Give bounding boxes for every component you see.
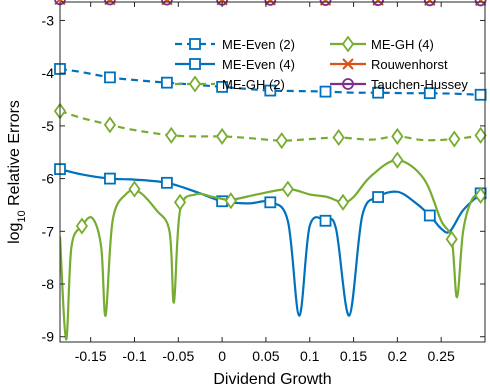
data-point-tauchen-hussey xyxy=(161,0,173,6)
legend-item-me-gh-2: ME-GH (2) xyxy=(175,75,285,93)
data-point-me-even-4 xyxy=(423,209,436,222)
data-point-me-gh-2 xyxy=(165,126,178,144)
x-axis-title: Dividend Growth xyxy=(213,371,331,388)
y-tick-label: -8 xyxy=(42,276,55,292)
y-axis-title-subscript: 10 xyxy=(16,210,28,222)
data-point-me-gh-4 xyxy=(128,180,141,198)
data-point-me-gh-4 xyxy=(445,230,458,248)
legend-label-me-even-4: ME-Even (4) xyxy=(222,57,295,72)
series-me-even-2 xyxy=(54,63,487,101)
data-point-tauchen-hussey xyxy=(423,0,436,7)
x-tick-label: 0.1 xyxy=(300,348,320,364)
legend-label-me-even-2: ME-Even (2) xyxy=(222,37,295,52)
y-axis-title-rest: Relative Errors xyxy=(6,100,23,210)
x-tick-label: 0 xyxy=(218,348,226,364)
legend-marker-me-gh-4 xyxy=(341,35,355,53)
data-point-me-gh-4 xyxy=(75,217,89,235)
plot-border xyxy=(59,1,486,343)
data-point-tauchen-hussey xyxy=(474,0,487,7)
plot-area xyxy=(53,0,487,341)
y-tick-label: -4 xyxy=(42,65,55,81)
data-point-me-gh-2 xyxy=(474,126,487,144)
legend-item-me-even-4: ME-Even (4) xyxy=(175,57,295,72)
series-line-me-gh-4 xyxy=(60,158,482,341)
x-tick-label: -0.1 xyxy=(122,348,146,364)
data-point-me-gh-4 xyxy=(336,193,350,211)
legend-item-me-even-2: ME-Even (2) xyxy=(175,37,295,52)
x-tick-label: 0.25 xyxy=(428,348,455,364)
data-point-me-even-2 xyxy=(264,84,277,97)
data-point-me-even-4 xyxy=(264,196,277,209)
data-point-me-even-2 xyxy=(423,87,436,100)
data-point-me-gh-4 xyxy=(173,193,187,211)
data-point-me-even-4 xyxy=(161,176,173,189)
data-point-me-gh-4 xyxy=(281,180,294,198)
series-me-gh-4 xyxy=(60,151,487,341)
legend-label-me-gh-2: ME-GH (2) xyxy=(222,77,285,92)
y-tick-label: -3 xyxy=(42,12,55,28)
data-point-me-gh-2 xyxy=(332,128,345,147)
legend-item-me-gh-4: ME-GH (4) xyxy=(330,35,434,53)
data-point-me-even-2 xyxy=(372,86,384,99)
data-point-me-even-4 xyxy=(372,191,384,203)
legend-marker-tauchen-hussey xyxy=(342,78,354,90)
data-point-me-even-2 xyxy=(216,80,229,93)
data-point-me-even-2 xyxy=(161,76,173,89)
data-point-me-even-2 xyxy=(104,71,116,84)
legend-label-me-gh-4: ME-GH (4) xyxy=(371,37,434,52)
y-axis-title: log10 Relative Errors xyxy=(6,100,28,244)
series-me-even-4 xyxy=(54,163,487,317)
legend-marker-me-even-2 xyxy=(189,38,201,50)
data-point-me-even-2 xyxy=(474,88,487,101)
x-tick-label: -0.15 xyxy=(75,348,107,364)
legend: ME-Even (2) ME-Even (4) ME-GH (2) ME-GH (4)… xyxy=(175,35,468,93)
data-point-me-gh-2 xyxy=(216,127,229,145)
y-tick-label: -5 xyxy=(42,118,55,134)
legend-marker-me-even-4 xyxy=(189,58,201,70)
data-point-me-gh-2 xyxy=(391,127,404,145)
y-tick-label: -6 xyxy=(42,171,55,187)
x-tick-label: 0.05 xyxy=(252,348,279,364)
legend-label-rouwenhorst: Rouwenhorst xyxy=(371,57,448,72)
legend-label-tauchen-hussey: Tauchen-Hussey xyxy=(371,77,468,92)
data-point-me-gh-2 xyxy=(448,130,461,148)
x-tick-label: -0.05 xyxy=(162,348,194,364)
data-point-me-gh-2 xyxy=(275,132,288,150)
data-point-me-even-4 xyxy=(319,214,332,227)
legend-item-rouwenhorst: Rouwenhorst xyxy=(330,57,448,72)
data-point-me-gh-4 xyxy=(224,192,237,210)
data-point-tauchen-hussey xyxy=(319,0,332,6)
data-point-me-even-2 xyxy=(319,85,332,98)
y-tick-label: -9 xyxy=(42,329,55,345)
data-point-me-gh-4 xyxy=(391,151,404,169)
data-point-me-gh-2 xyxy=(103,116,117,134)
data-point-me-gh-4 xyxy=(474,186,487,205)
legend-marker-me-gh-2 xyxy=(188,75,202,93)
data-point-tauchen-hussey xyxy=(104,0,116,6)
y-tick-label: -7 xyxy=(42,223,55,239)
data-point-me-even-4 xyxy=(104,172,116,185)
series-line-me-gh-2 xyxy=(60,110,481,142)
series-me-gh-2 xyxy=(53,102,487,150)
x-tick-label: 0.2 xyxy=(388,348,408,364)
axes: -0.15 -0.1 -0.05 0 0.05 0.1 0.15 0.2 0.25 -9 -8 -7 -… xyxy=(42,1,486,364)
legend-item-tauchen-hussey: Tauchen-Hussey xyxy=(330,77,468,92)
legend-marker-rouwenhorst xyxy=(342,58,354,70)
data-point-tauchen-hussey xyxy=(264,0,277,6)
y-axis-title-base: log xyxy=(6,223,23,244)
x-tick-label: 0.15 xyxy=(340,348,367,364)
series-line-me-even-2 xyxy=(60,67,481,96)
data-point-tauchen-hussey xyxy=(372,0,384,7)
